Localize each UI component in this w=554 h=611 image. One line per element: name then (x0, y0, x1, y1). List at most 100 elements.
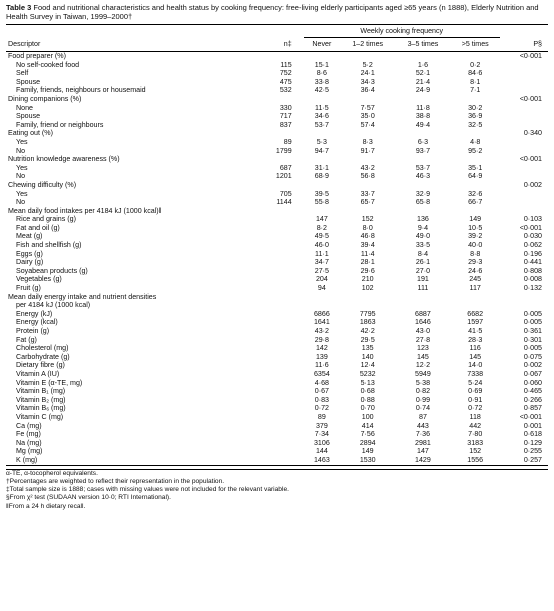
col-header-never: Never (312, 40, 332, 49)
row-p-value: 0·257 (523, 455, 542, 464)
caption-text: Food and nutritional characteristics and… (6, 3, 539, 22)
cell-gt5-times: 0·91 (468, 395, 483, 404)
row-p-value (500, 198, 548, 207)
cell-gt5-times: 35·1 (468, 163, 483, 172)
row-p-value (500, 190, 548, 199)
row-n: 475 (279, 77, 292, 86)
row-n (256, 318, 303, 327)
row-p-value: 0·465 (523, 387, 542, 396)
row-p-value: 0·618 (523, 430, 542, 439)
cell-never: 42·5 (314, 86, 329, 95)
cell-gt5-times (451, 52, 500, 61)
table-row: Yes 687 31·1 43·2 53·7 35·1 (6, 164, 548, 173)
row-p-value: 0·255 (523, 447, 542, 456)
row-n (256, 267, 303, 276)
cell-3-5-times: 49·0 (415, 232, 431, 241)
cell-1-2-times: 35·0 (360, 112, 375, 121)
p-header: P§ (533, 40, 542, 49)
cell-1-2-times: 0·70 (360, 404, 375, 413)
cell-never (304, 129, 340, 138)
table-row: Soyabean products (g) 27·5 29·6 27·0 24·6 0·8… (6, 267, 548, 276)
cell-3-5-times: 6·3 (417, 137, 429, 146)
table-row: Fat (g) 29·8 29·5 27·8 28·3 0·301 (6, 336, 548, 345)
footnote: †Percentages are weighted to reflect the… (6, 477, 225, 485)
row-n (256, 293, 303, 302)
cell-3-5-times: 46·3 (415, 172, 431, 181)
cell-1-2-times: 100 (361, 412, 374, 421)
cell-never: 142 (315, 344, 328, 353)
cell-never: 4·68 (314, 378, 329, 387)
cell-never: 1463 (313, 455, 330, 464)
cell-1-2-times (340, 52, 395, 61)
cell-3-5-times: 24·9 (415, 86, 431, 95)
row-n (256, 387, 303, 396)
row-p-value: 0·008 (523, 275, 542, 284)
row-descriptor: Yes (16, 137, 28, 146)
row-n: 705 (279, 189, 292, 198)
row-p-value: 0·075 (523, 352, 542, 361)
cell-3-5-times: 65·8 (415, 198, 431, 207)
row-p-value: <0·001 (519, 155, 542, 164)
row-descriptor: Vitamin B₁ (mg) (16, 387, 66, 396)
cell-1-2-times: 11·4 (360, 249, 375, 258)
cell-never: 144 (315, 447, 328, 456)
table-row: Vitamin B₆ (mg) 0·72 0·70 0·74 0·72 0·857 (6, 404, 548, 413)
row-descriptor: Vitamin B₂ (mg) (16, 395, 66, 404)
cell-gt5-times: 7338 (467, 369, 484, 378)
row-descriptor: Mean daily food intakes per 4184 kJ (100… (8, 206, 162, 215)
cell-never: 89 (317, 412, 326, 421)
cell-1-2-times: 39·4 (360, 241, 375, 250)
cell-never: 34·6 (314, 112, 329, 121)
cell-3-5-times: 5·38 (415, 378, 431, 387)
row-descriptor: Fe (mg) (16, 430, 41, 439)
cell-never: 29·8 (314, 335, 329, 344)
row-descriptor: No (16, 146, 26, 155)
cell-3-5-times: 43·0 (415, 327, 431, 335)
table-row: Vitamin B₂ (mg) 0·83 0·88 0·99 0·91 0·266 (6, 396, 548, 405)
table-row: per 4184 kJ (1000 kcal) (6, 301, 548, 310)
row-n (256, 155, 303, 164)
row-descriptor: Mg (mg) (16, 447, 43, 456)
table-row: Cholesterol (mg) 142 135 123 116 0·005 (6, 344, 548, 353)
header-row: Descriptor n‡ Never 1–2 times 3–5 times … (6, 38, 548, 52)
row-p-value: 0·301 (523, 335, 542, 344)
row-n (256, 396, 303, 405)
cell-1-2-times: 7·56 (360, 430, 375, 439)
row-p-value: 0·132 (523, 284, 542, 293)
table-row: Dairy (g) 34·7 28·1 26·1 29·3 0·441 (6, 258, 548, 267)
cell-3-5-times: 147 (417, 447, 429, 456)
row-n (256, 224, 303, 233)
table-row: No 1799 94·7 91·7 93·7 95·2 (6, 147, 548, 156)
cell-3-5-times (395, 52, 450, 61)
cell-3-5-times: 123 (417, 344, 429, 353)
row-descriptor: Spouse (16, 112, 41, 121)
cell-1-2-times: 29·5 (360, 335, 375, 344)
cell-never: 139 (315, 352, 328, 361)
row-p-value: 0·857 (523, 404, 542, 413)
row-n (256, 353, 303, 362)
table-row: Vitamin C (mg) 89 100 87 118 <0·001 (6, 413, 548, 422)
row-n (256, 404, 303, 413)
cell-1-2-times: 28·1 (360, 258, 375, 267)
row-n (256, 456, 303, 465)
row-p-value (500, 86, 548, 95)
cell-1-2-times: 33·7 (360, 189, 375, 198)
row-descriptor: Nutrition knowledge awareness (%) (8, 155, 120, 164)
table-row: Rice and grains (g) 147 152 136 149 0·103 (6, 215, 548, 224)
table-row: Spouse 475 33·8 34·3 21·4 8·1 (6, 78, 548, 87)
cell-1-2-times: 34·3 (360, 77, 375, 86)
cell-never: 379 (315, 421, 328, 430)
cell-never: 94 (317, 284, 326, 293)
cell-3-5-times: 33·5 (415, 241, 431, 250)
row-descriptor: Dairy (g) (16, 258, 44, 267)
cell-gt5-times (451, 129, 500, 138)
cell-gt5-times: 41·5 (468, 327, 483, 335)
cell-1-2-times: 414 (361, 421, 374, 430)
table-row: Eating out (%) 0·340 (6, 129, 548, 138)
row-descriptor: Vitamin B₆ (mg) (16, 404, 66, 413)
row-n: 532 (279, 86, 292, 95)
row-n (256, 327, 303, 336)
cell-3-5-times: 12·2 (415, 361, 431, 370)
row-p-value: 0·196 (523, 249, 542, 258)
table-row: Spouse 717 34·6 35·0 38·8 36·9 (6, 112, 548, 121)
